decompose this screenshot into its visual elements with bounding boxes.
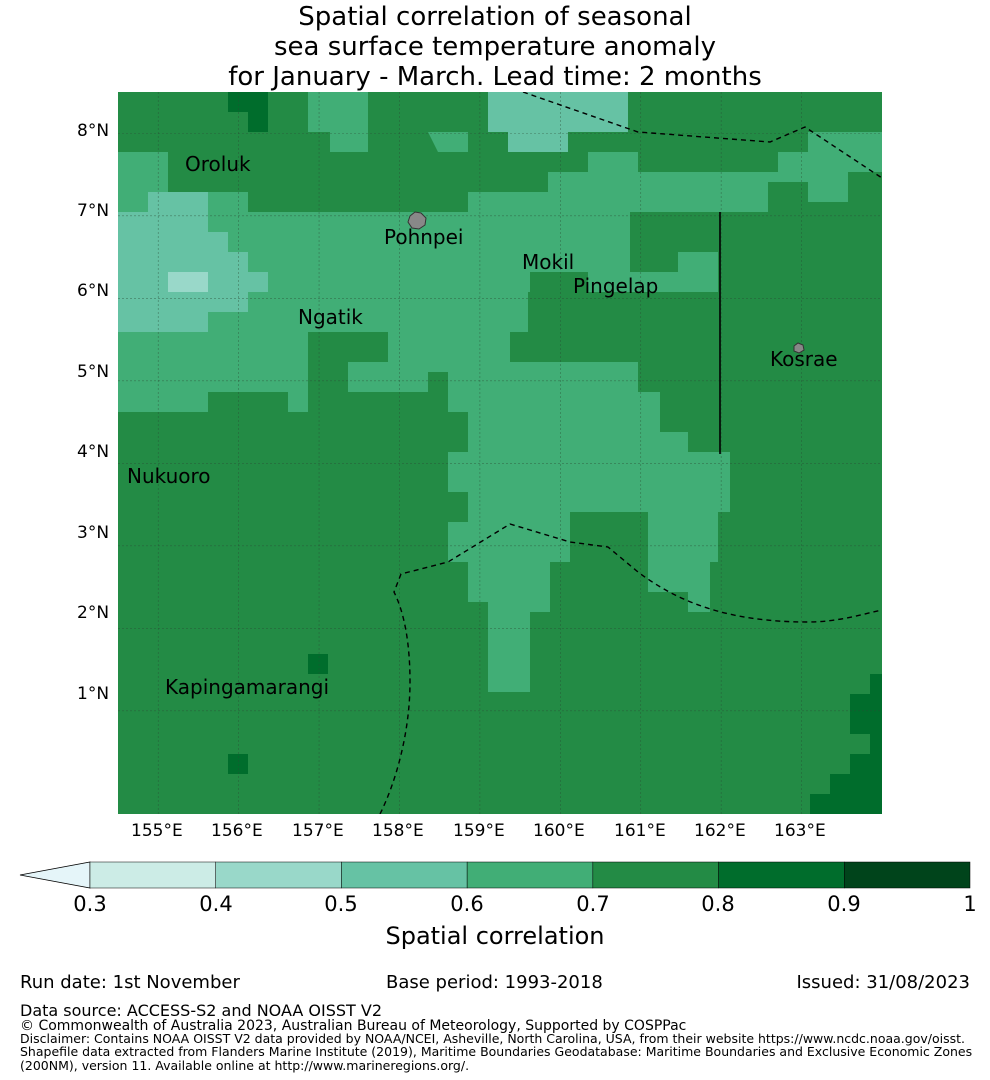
lat-label-6n: 6°N	[77, 281, 110, 301]
disclaimer-line-1: Disclaimer: Contains NOAA OISST V2 data …	[20, 1031, 965, 1046]
colorbar-segment	[592, 861, 719, 889]
lon-label-157e: 157°E	[292, 821, 344, 841]
cb-tick-0-8: 0.8	[701, 892, 735, 916]
base-period: Base period: 1993-2018	[386, 972, 603, 993]
place-pingelap: Pingelap	[573, 274, 659, 298]
eez-boundary-north	[522, 92, 882, 179]
lon-label-159e: 159°E	[453, 821, 505, 841]
correlation-region	[308, 92, 368, 152]
correlation-region	[530, 272, 588, 292]
cb-tick-0-7: 0.7	[576, 892, 610, 916]
colorbar-segment	[466, 861, 594, 889]
correlation-map	[118, 92, 882, 814]
lon-label-156e: 156°E	[211, 821, 263, 841]
lat-label-2n: 2°N	[77, 603, 110, 623]
place-ngatik: Ngatik	[298, 305, 363, 329]
lon-label-158e: 158°E	[372, 821, 424, 841]
correlation-grid	[118, 92, 882, 814]
cb-tick-0-3: 0.3	[73, 892, 107, 916]
cb-tick-0-5: 0.5	[324, 892, 358, 916]
place-pohnpei: Pohnpei	[384, 225, 464, 249]
lat-label-7n: 7°N	[77, 201, 110, 221]
colorbar-segment	[215, 861, 342, 889]
correlation-region	[228, 92, 268, 132]
run-date: Run date: 1st November	[20, 972, 240, 993]
disclaimer-line-2: Shapefile data extracted from Flanders M…	[20, 1044, 973, 1059]
colorbar-segments	[19, 861, 971, 889]
lat-label-4n: 4°N	[77, 442, 110, 462]
title-line-2: sea surface temperature anomaly	[274, 32, 716, 62]
lon-label-163e: 163°E	[774, 821, 826, 841]
lon-label-162e: 162°E	[694, 821, 746, 841]
colorbar	[19, 861, 971, 889]
colorbar-segment	[89, 861, 216, 889]
correlation-region	[810, 674, 882, 814]
lat-lon-gridlines	[118, 92, 882, 814]
correlation-region	[488, 92, 628, 152]
place-oroluk: Oroluk	[185, 152, 251, 176]
islands	[407, 211, 805, 354]
correlation-region	[118, 412, 208, 512]
lat-label-1n: 1°N	[77, 684, 110, 704]
correlation-region	[630, 212, 678, 272]
lon-label-160e: 160°E	[533, 821, 585, 841]
lat-label-3n: 3°N	[77, 523, 110, 543]
place-mokil: Mokil	[522, 250, 575, 274]
disclaimer-line-3: (200NM), version 11. Available online at…	[20, 1058, 470, 1073]
colorbar-extend-arrow	[19, 861, 91, 889]
place-kosrae: Kosrae	[770, 347, 838, 371]
cb-tick-0-9: 0.9	[827, 892, 861, 916]
colorbar-segment	[844, 861, 971, 889]
eez-boundary-south	[379, 523, 882, 814]
lat-label-8n: 8°N	[77, 121, 110, 141]
lon-label-161e: 161°E	[614, 821, 666, 841]
colorbar-segment	[341, 861, 468, 889]
map-title: Spatial correlation of seasonal sea surf…	[0, 2, 990, 92]
correlation-region	[428, 132, 468, 152]
colorbar-label: Spatial correlation	[385, 922, 605, 950]
place-kapingamarangi: Kapingamarangi	[165, 675, 330, 699]
correlation-region	[418, 212, 548, 292]
map-panel	[118, 92, 882, 814]
correlation-region	[308, 332, 388, 392]
correlation-region	[448, 362, 730, 692]
copyright: © Commonwealth of Australia 2023, Austra…	[20, 1018, 687, 1034]
place-nukuoro: Nukuoro	[127, 464, 211, 488]
issued-date: Issued: 31/08/2023	[796, 972, 970, 993]
correlation-region	[168, 272, 208, 292]
eez-boundaries	[379, 92, 882, 814]
title-line-3: for January - March. Lead time: 2 months	[228, 62, 762, 92]
colorbar-segment	[718, 861, 845, 889]
title-line-1: Spatial correlation of seasonal	[298, 2, 692, 32]
correlation-region	[118, 192, 268, 332]
cb-tick-1: 1	[963, 892, 977, 916]
pohnpei-island	[407, 211, 427, 230]
cb-tick-0-4: 0.4	[199, 892, 233, 916]
correlation-region	[228, 754, 248, 774]
kosrae-island	[793, 342, 805, 354]
data-source: Data source: ACCESS-S2 and NOAA OISST V2	[20, 1001, 383, 1020]
lon-label-155e: 155°E	[131, 821, 183, 841]
correlation-region	[308, 654, 328, 674]
cb-tick-0-6: 0.6	[450, 892, 484, 916]
lat-label-5n: 5°N	[77, 362, 110, 382]
